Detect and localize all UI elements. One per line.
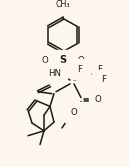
Text: O: O <box>71 108 77 117</box>
Text: F: F <box>98 65 103 74</box>
Text: S: S <box>59 55 67 65</box>
Text: HN: HN <box>49 69 62 78</box>
Text: CH₃: CH₃ <box>56 0 70 9</box>
Text: O: O <box>78 56 84 65</box>
Text: O: O <box>42 56 48 65</box>
Text: F: F <box>78 65 83 74</box>
Text: O: O <box>95 95 101 104</box>
Text: F: F <box>102 75 107 85</box>
